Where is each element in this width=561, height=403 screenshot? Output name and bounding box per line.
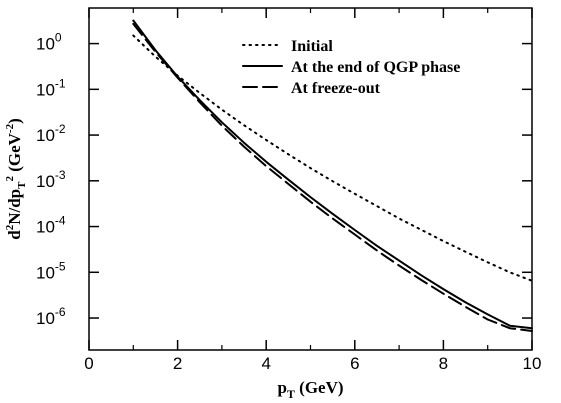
y-axis-title-part: d — [5, 230, 24, 240]
legend-label-2: At freeze-out — [291, 80, 381, 97]
y-tick-label: 10-5 — [36, 259, 66, 282]
y-axis-title-part: (GeV — [5, 132, 24, 176]
series-layer — [132, 19, 533, 332]
legend-label-0: Initial — [291, 38, 333, 55]
y-tick-base: 10 — [36, 172, 55, 191]
y-axis-title: d2N/dpT2 (GeV-2) — [4, 118, 28, 240]
axis-labels: pT (GeV)d2N/dpT2 (GeV-2) — [4, 118, 344, 401]
y-tick-label: 10-3 — [36, 168, 66, 191]
y-axis-title-part: ) — [5, 118, 24, 124]
y-tick-exponent: 0 — [55, 31, 62, 45]
y-tick-label: 10-4 — [36, 214, 66, 237]
legend-label-1: At the end of QGP phase — [291, 59, 460, 76]
legend: Initial At the end of QGP phase At freeze-… — [242, 38, 460, 97]
y-axis-title-part: 2 — [4, 224, 16, 230]
series-line-1 — [132, 19, 533, 330]
y-tick-base: 10 — [36, 80, 55, 99]
y-tick-exponent: -2 — [55, 122, 66, 136]
y-tick-exponent: -3 — [55, 168, 66, 182]
y-tick-label: 10-1 — [36, 76, 66, 99]
y-tick-label: 10-2 — [36, 122, 66, 145]
x-tick-label: 6 — [350, 354, 359, 373]
y-tick-exponent: -4 — [55, 214, 66, 228]
y-tick-label: 10-6 — [36, 305, 66, 328]
x-tick-label: 10 — [523, 354, 542, 373]
y-tick-label: 100 — [36, 31, 62, 54]
x-tick-label: 4 — [261, 354, 270, 373]
series-line-0 — [132, 34, 533, 282]
x-tick-label: 0 — [84, 354, 93, 373]
y-tick-exponent: -5 — [55, 259, 66, 273]
y-tick-base: 10 — [36, 263, 55, 282]
y-axis-title-part: -2 — [4, 123, 16, 133]
y-axis-title-part: T — [16, 181, 28, 189]
y-axis-title-part: 2 — [4, 176, 16, 182]
y-tick-base: 10 — [36, 126, 55, 145]
y-axis-title-part: N/dp — [5, 189, 24, 225]
x-axis-title-main: p — [277, 378, 286, 397]
series-line-2 — [132, 22, 533, 332]
y-tick-exponent: -1 — [55, 76, 66, 90]
y-tick-base: 10 — [36, 309, 55, 328]
y-tick-base: 10 — [36, 35, 55, 54]
y-tick-base: 10 — [36, 218, 55, 237]
x-tick-label: 8 — [439, 354, 448, 373]
x-axis-title: pT (GeV) — [277, 378, 343, 401]
x-tick-label: 2 — [173, 354, 182, 373]
y-tick-exponent: -6 — [55, 305, 66, 319]
x-axis-title-unit: (GeV) — [295, 378, 344, 397]
x-axis-title-sub: T — [287, 387, 295, 401]
